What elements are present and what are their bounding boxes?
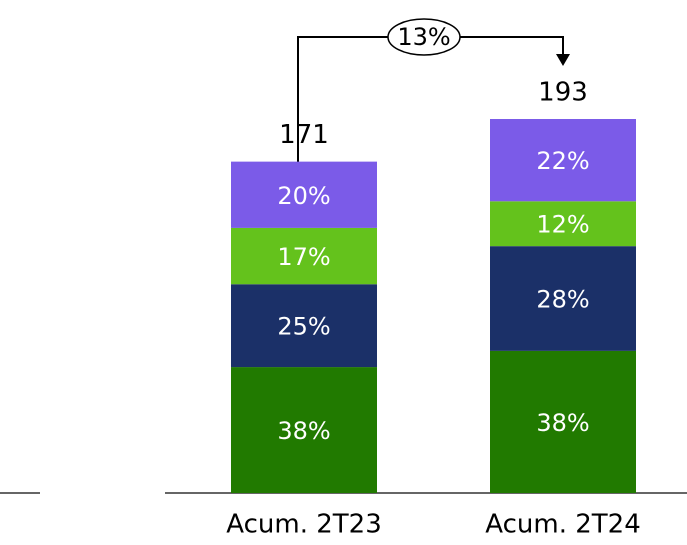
- segment-label: 38%: [277, 417, 330, 445]
- arrow-head: [556, 54, 570, 66]
- segment-label: 25%: [277, 313, 330, 341]
- segment-label: 12%: [536, 211, 589, 239]
- bar-segment: [231, 284, 377, 368]
- segment-label: 22%: [536, 147, 589, 175]
- growth-bubble: [387, 18, 461, 56]
- bar-segment: [490, 246, 636, 351]
- bar-segment: [490, 119, 636, 202]
- segment-label: 28%: [536, 286, 589, 314]
- total-label: 193: [538, 78, 588, 108]
- segment-label: 20%: [277, 182, 330, 210]
- bar-segment: [231, 367, 377, 493]
- bar-segment: [231, 227, 377, 285]
- bar-segment: [490, 350, 636, 493]
- growth-label: 13%: [397, 23, 450, 51]
- x-tick-label: Acum. 2T24: [485, 510, 640, 540]
- x-tick-label: Acum. 2T23: [226, 510, 381, 540]
- bar-segment: [231, 161, 377, 228]
- total-label: 171: [279, 120, 329, 150]
- segment-label: 38%: [536, 409, 589, 437]
- segment-label: 17%: [277, 243, 330, 271]
- bar-segment: [490, 201, 636, 247]
